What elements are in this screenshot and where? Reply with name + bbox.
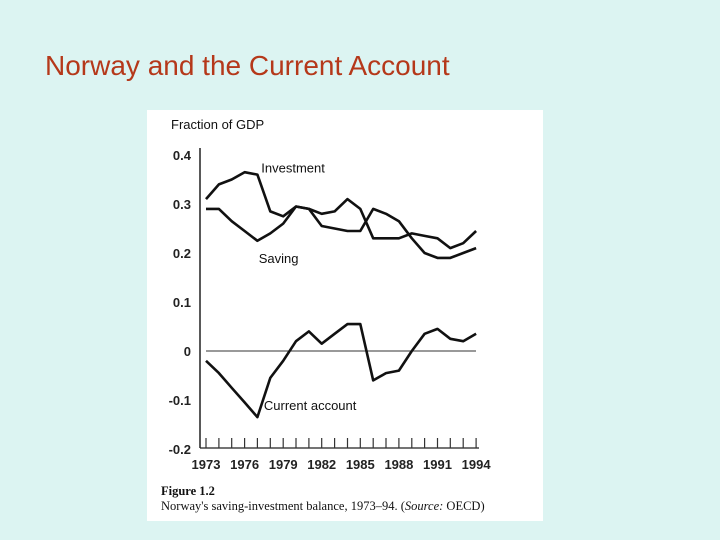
slide-title: Norway and the Current Account xyxy=(45,50,450,81)
caption-text: Norway's saving-investment balance, 1973… xyxy=(161,499,405,513)
y-tick-label: -0.1 xyxy=(169,393,191,408)
x-tick-label: 1988 xyxy=(384,457,413,472)
x-tick-label: 1994 xyxy=(462,457,492,472)
y-tick-label: 0.4 xyxy=(173,148,192,163)
figure-image: Fraction of GDP 0.4 0.3 0.2 0.1 0 -0.1 -0.2 19… xyxy=(147,110,543,521)
x-tick-label: 1979 xyxy=(269,457,298,472)
y-axis-ticks: 0.4 0.3 0.2 0.1 0 -0.1 -0.2 xyxy=(169,148,192,457)
x-tick-label: 1982 xyxy=(307,457,336,472)
series-line-saving xyxy=(206,205,477,260)
x-tick-label: 1985 xyxy=(346,457,375,472)
x-tick-label: 1973 xyxy=(192,457,221,472)
line-chart: Fraction of GDP 0.4 0.3 0.2 0.1 0 -0.1 -0.2 19… xyxy=(169,117,492,472)
y-tick-label: 0.1 xyxy=(173,295,191,310)
annotation-saving: Saving xyxy=(259,251,299,266)
y-tick-label: 0 xyxy=(184,344,191,359)
figure-number: Figure 1.2 xyxy=(161,484,215,498)
series-labels: Investment Saving Current account xyxy=(259,160,357,413)
figure-caption: Figure 1.2 Norway's saving-investment ba… xyxy=(161,484,485,514)
annotation-investment: Investment xyxy=(261,160,325,175)
x-axis-ticks: 1973 1976 1979 1982 1985 1988 1991 1994 xyxy=(192,438,492,472)
y-axis-label: Fraction of GDP xyxy=(171,117,264,132)
x-tick-label: 1991 xyxy=(423,457,452,472)
annotation-current-account: Current account xyxy=(264,398,357,413)
x-tick-label: 1976 xyxy=(230,457,259,472)
series-lines xyxy=(205,170,477,419)
caption-source-value: OECD) xyxy=(443,499,485,513)
caption-source-label: Source: xyxy=(404,499,444,513)
series-line-investment xyxy=(205,170,477,250)
y-tick-label: 0.2 xyxy=(173,246,191,261)
y-tick-label: -0.2 xyxy=(169,442,191,457)
series-line-current-account xyxy=(205,322,477,419)
y-tick-label: 0.3 xyxy=(173,197,191,212)
